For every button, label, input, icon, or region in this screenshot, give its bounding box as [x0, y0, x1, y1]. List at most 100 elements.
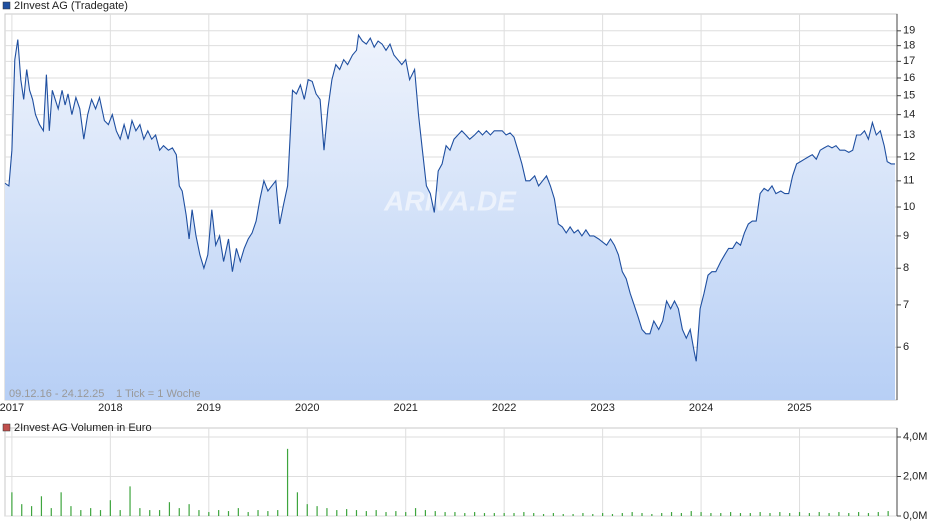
volume-bar: [877, 512, 879, 516]
volume-bar: [257, 510, 259, 516]
volume-bar: [789, 513, 791, 516]
volume-bar: [188, 504, 190, 516]
volume-bar: [730, 512, 732, 516]
volume-bar: [690, 511, 692, 516]
y-tick-label: 14: [903, 109, 915, 121]
x-tick-label: 2019: [197, 402, 221, 414]
volume-bar: [818, 512, 820, 516]
volume-bar: [454, 512, 456, 516]
volume-bar: [779, 512, 781, 516]
volume-bar: [395, 511, 397, 516]
volume-bar: [444, 512, 446, 516]
y-tick-label: 19: [903, 25, 915, 37]
volume-bar: [542, 514, 545, 516]
volume-bar: [365, 511, 367, 516]
date-range: 09.12.16 - 24.12.25: [9, 388, 104, 400]
y-tick-label: 0,0M: [903, 510, 927, 522]
y-tick-label: 6: [903, 341, 909, 353]
volume-bar: [267, 511, 269, 516]
volume-bar: [139, 508, 141, 516]
y-tick-label: 4,0M: [903, 431, 927, 443]
volume-bar: [306, 504, 308, 516]
volume-bar: [887, 511, 889, 516]
volume-bar: [119, 510, 121, 516]
volume-bar: [493, 513, 495, 516]
y-tick-label: 12: [903, 151, 915, 163]
volume-bar: [316, 506, 318, 516]
volume-bar: [414, 508, 417, 516]
x-tick-label: 2017: [0, 402, 24, 414]
y-tick-label: 10: [903, 201, 915, 213]
x-tick-label: 2023: [590, 402, 614, 414]
volume-bar: [385, 512, 387, 516]
x-tick-label: 2018: [98, 402, 122, 414]
y-tick-label: 16: [903, 72, 915, 84]
volume-bar: [90, 508, 92, 516]
y-tick-label: 13: [903, 129, 915, 141]
volume-bar: [326, 508, 328, 516]
volume-bar: [375, 510, 377, 516]
volume-bar: [670, 512, 673, 516]
volume-bar: [80, 510, 82, 516]
volume-bar: [808, 513, 810, 516]
volume-bar: [464, 513, 466, 516]
y-tick-label: 17: [903, 55, 915, 67]
volume-bar: [99, 510, 102, 516]
x-tick-label: 2021: [393, 402, 417, 414]
legend-label: 2Invest AG Volumen in Euro: [14, 422, 152, 434]
x-tick-label: 2025: [787, 402, 811, 414]
volume-bar: [286, 448, 289, 516]
volume-bar: [40, 496, 43, 516]
volume-bar: [30, 506, 33, 516]
volume-bar: [405, 512, 407, 516]
volume-bar: [50, 508, 52, 516]
volume-bar: [572, 514, 574, 516]
volume-bar: [247, 512, 249, 516]
volume-bar: [434, 511, 436, 516]
volume-bar: [11, 492, 13, 516]
volume-bar: [158, 510, 161, 516]
y-tick-label: 8: [903, 262, 909, 274]
volume-bar: [759, 512, 761, 516]
volume-bar: [483, 513, 486, 516]
x-tick-label: 2020: [295, 402, 319, 414]
volume-bar: [621, 513, 623, 516]
volume-bar: [602, 513, 604, 516]
volume-bar: [355, 510, 358, 516]
volume-bar: [848, 513, 850, 516]
plot-frame: [4, 427, 898, 517]
y-tick-label: 11: [903, 175, 914, 187]
volume-bar: [503, 513, 505, 516]
volume-bar: [227, 511, 230, 516]
volume-bar: [582, 513, 584, 516]
volume-bar: [513, 513, 515, 516]
price-line: [4, 33, 895, 362]
legend-swatch: [2, 1, 11, 10]
volume-bar: [562, 514, 564, 516]
volume-bar: [867, 513, 870, 516]
volume-bar: [631, 512, 633, 516]
volume-bar: [198, 510, 200, 516]
volume-bar: [346, 509, 348, 516]
volume-bar: [661, 513, 663, 516]
volume-bar: [710, 513, 712, 516]
volume-bar: [474, 512, 476, 516]
volume-bar: [592, 514, 594, 516]
x-tick-label: 2022: [492, 402, 516, 414]
volume-bar: [21, 504, 23, 516]
volume-bar: [277, 510, 279, 516]
volume-bar: [129, 486, 131, 516]
volume-bar: [838, 512, 840, 516]
tick-info: 1 Tick = 1 Woche: [116, 388, 200, 400]
legend-swatch: [2, 423, 11, 432]
volume-bar: [208, 512, 210, 516]
volume-bar: [168, 502, 171, 516]
y-tick-label: 7: [903, 299, 909, 311]
volume-bar: [749, 513, 751, 516]
volume-bar: [700, 512, 702, 516]
volume-bar: [149, 510, 151, 516]
volume-bar: [611, 514, 614, 516]
volume-bar: [828, 513, 830, 516]
